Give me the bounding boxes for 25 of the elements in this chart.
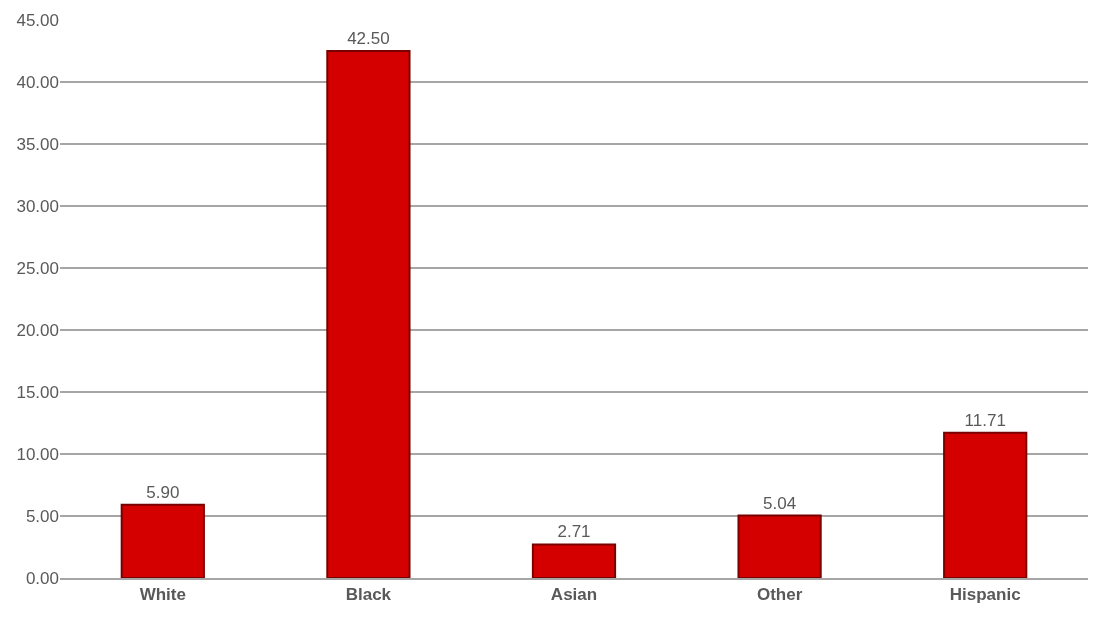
bar	[531, 543, 617, 578]
y-tick-label: 40.00	[16, 72, 59, 92]
y-tick-label: 25.00	[16, 258, 59, 278]
x-tick-label: Other	[756, 585, 803, 605]
data-label: 2.71	[557, 522, 591, 542]
y-tick-label: 0.00	[25, 568, 59, 588]
y-tick-label: 5.00	[25, 506, 59, 526]
x-tick-label: Asian	[550, 585, 598, 605]
bar	[326, 50, 411, 578]
bar	[943, 431, 1028, 578]
x-tick-label: Hispanic	[949, 585, 1021, 605]
y-tick-label: 45.00	[16, 10, 59, 30]
y-tick-label: 10.00	[16, 444, 59, 464]
x-tick-label: White	[139, 585, 186, 605]
data-label: 5.04	[763, 493, 797, 513]
x-tick-label: Black	[345, 585, 392, 605]
bar	[737, 514, 822, 578]
bar	[120, 503, 205, 578]
y-tick-label: 30.00	[16, 196, 59, 216]
data-label: 5.90	[146, 482, 180, 502]
y-tick-label: 35.00	[16, 134, 59, 154]
y-tick-label: 20.00	[16, 320, 59, 340]
data-label: 42.50	[347, 29, 390, 48]
data-label: 11.71	[964, 410, 1006, 430]
y-tick-label: 15.00	[16, 382, 59, 402]
